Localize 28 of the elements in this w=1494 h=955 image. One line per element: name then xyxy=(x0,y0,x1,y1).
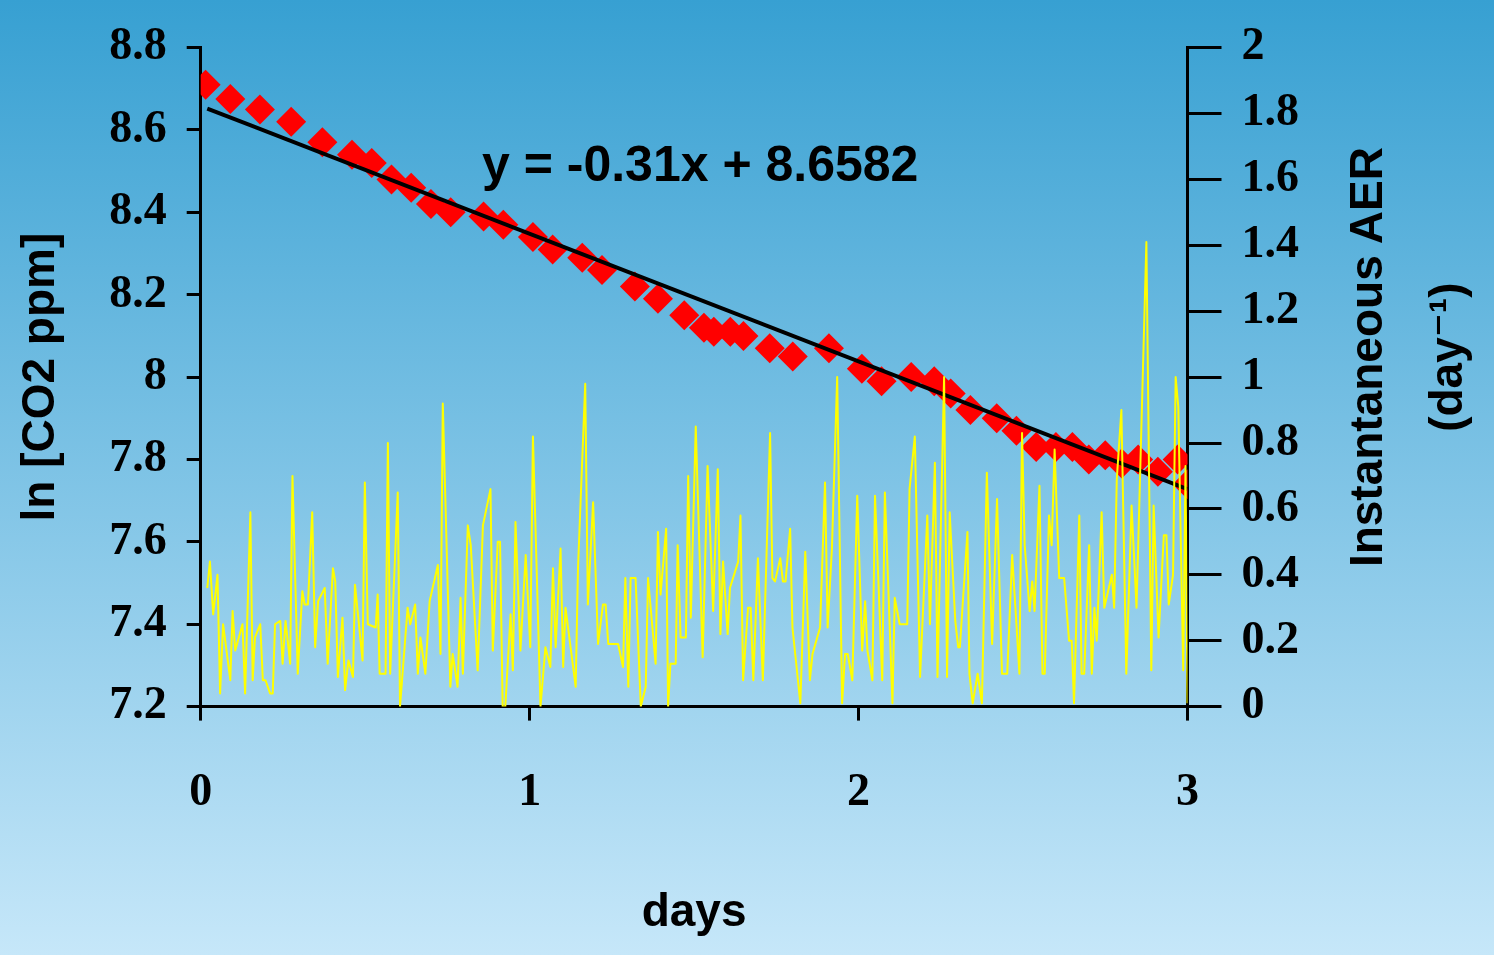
x-tick-label: 2 xyxy=(847,764,871,816)
x-tick-label: 0 xyxy=(189,764,213,816)
y-axis-title: ln [CO2 ppm] xyxy=(12,232,65,522)
y2-tick-label: 0.2 xyxy=(1241,611,1299,663)
y-tick-label: 7.6 xyxy=(109,512,167,564)
y2-tick-label: 0.6 xyxy=(1241,479,1299,531)
y2-tick-label: 1.6 xyxy=(1241,150,1299,202)
y-tick-label: 8.6 xyxy=(109,100,167,152)
x-tick-label: 1 xyxy=(518,764,542,816)
y-tick-label: 8.2 xyxy=(109,265,167,317)
x-tick-label: 3 xyxy=(1176,764,1199,816)
y-tick-label: 7.2 xyxy=(109,677,167,729)
y2-tick-label: 1 xyxy=(1241,347,1265,399)
y-tick-label: 8.4 xyxy=(109,183,167,235)
y2-tick-label: 0.8 xyxy=(1241,413,1299,465)
y-tick-label: 7.8 xyxy=(109,430,167,482)
annotation: y = -0.31x + 8.6582 xyxy=(481,136,919,193)
x-axis-title: days xyxy=(641,884,747,937)
y-tick-label: 8 xyxy=(143,347,167,399)
y2-tick-label: 0.4 xyxy=(1241,545,1299,597)
y2-tick-label: 1.8 xyxy=(1241,84,1299,136)
y-tick-label: 7.4 xyxy=(109,595,167,647)
y2-tick-label: 0 xyxy=(1241,677,1265,729)
y2-tick-label: 1.2 xyxy=(1241,282,1299,334)
y2-axis-title: Instantaneous AER (day⁻¹) xyxy=(1339,147,1472,568)
y2-tick-label: 1.4 xyxy=(1241,216,1299,268)
y2-tick-label: 2 xyxy=(1241,18,1265,70)
y-tick-label: 8.8 xyxy=(109,18,167,70)
